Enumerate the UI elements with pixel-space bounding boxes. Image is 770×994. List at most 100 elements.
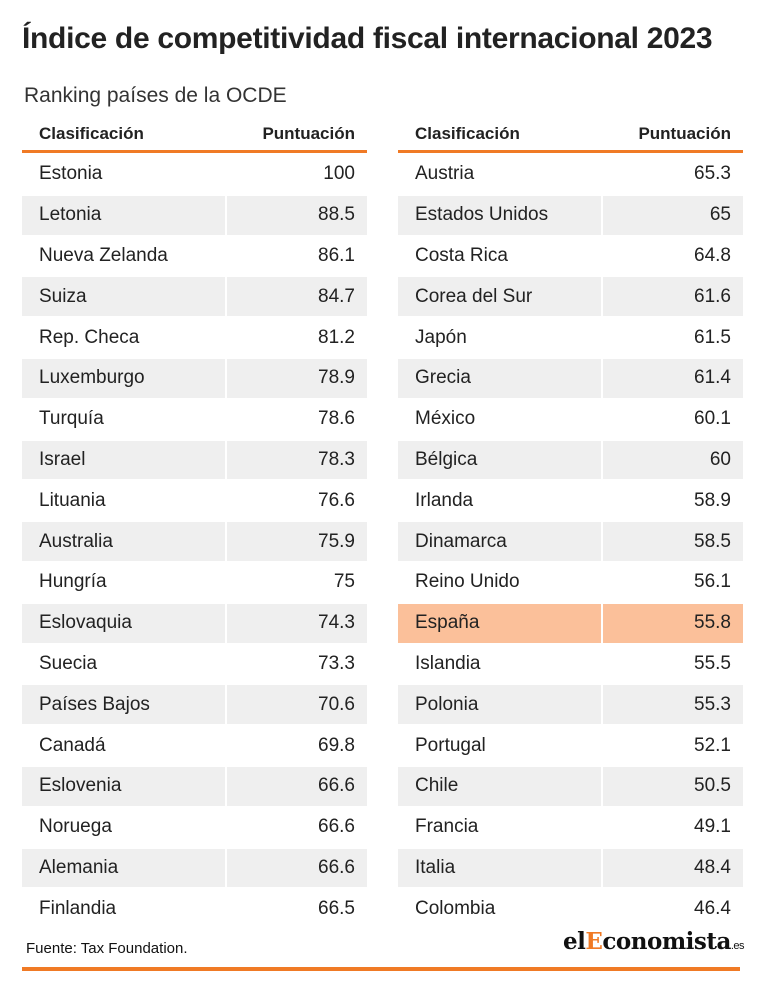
table-row: Países Bajos 70.6	[22, 685, 367, 725]
table-body: Estonia 100 Letonia 88.5 Nueva Zelanda 86.1 Su…	[22, 155, 367, 928]
table-row: Israel 78.3	[22, 440, 367, 480]
table-row: Bélgica 60	[398, 440, 743, 480]
country-cell: Chile	[398, 766, 601, 806]
table-row: Eslovaquia 74.3	[22, 603, 367, 643]
country-cell: Estonia	[39, 163, 103, 185]
score-cell: 50.5	[603, 766, 743, 806]
table-row: Hungría 75	[22, 563, 367, 602]
table-row: Australia 75.9	[22, 522, 367, 561]
source-note: Fuente: Tax Foundation.	[26, 940, 188, 957]
table-row: Reino Unido 56.1	[398, 563, 743, 602]
table-row: Eslovenia 66.6	[22, 766, 367, 806]
country-cell: Costa Rica	[415, 244, 508, 266]
logo-prefix: el	[563, 928, 586, 955]
score-cell: 55.3	[603, 685, 743, 725]
table-row: Lituania 76.6	[22, 481, 367, 520]
table-row: Portugal 52.1	[398, 726, 743, 765]
country-cell: Portugal	[415, 734, 486, 756]
country-cell: Países Bajos	[22, 685, 225, 725]
logo-main: conomista	[602, 928, 731, 955]
score-cell: 61.5	[694, 326, 731, 348]
table-row: Estonia 100	[22, 155, 367, 194]
logo-suffix: .es	[730, 940, 745, 952]
country-cell: Finlandia	[39, 897, 117, 919]
table-row: Irlanda 58.9	[398, 481, 743, 520]
column-header-score: Puntuación	[638, 123, 731, 143]
table-row: Italia 48.4	[398, 848, 743, 888]
table-row: Estados Unidos 65	[398, 195, 743, 235]
country-cell: Lituania	[39, 489, 106, 511]
table-row: Rep. Checa 81.2	[22, 318, 367, 357]
ranking-table-left: Clasificación Puntuación Estonia 100 Leton…	[22, 117, 367, 928]
country-cell: Luxemburgo	[22, 358, 225, 398]
country-cell: Eslovaquia	[22, 603, 225, 643]
table-row: Grecia 61.4	[398, 358, 743, 398]
column-header-classification: Clasificación	[415, 123, 520, 143]
country-cell: Hungría	[39, 571, 107, 593]
table-row: Costa Rica 64.8	[398, 237, 743, 276]
score-cell: 46.4	[694, 897, 731, 919]
country-cell: Bélgica	[398, 440, 601, 480]
table-row: Suiza 84.7	[22, 277, 367, 317]
country-cell: Turquía	[39, 408, 104, 430]
country-cell: Suecia	[39, 652, 98, 674]
score-cell: 60	[603, 440, 743, 480]
score-cell: 61.4	[603, 358, 743, 398]
table-row: Polonia 55.3	[398, 685, 743, 725]
table-row: Luxemburgo 78.9	[22, 358, 367, 398]
score-cell: 65.3	[694, 163, 731, 185]
score-cell: 58.9	[694, 489, 731, 511]
country-cell: Estados Unidos	[398, 195, 601, 235]
score-cell: 84.7	[227, 277, 367, 317]
score-cell: 64.8	[694, 244, 731, 266]
score-cell: 48.4	[603, 848, 743, 888]
country-cell: Italia	[398, 848, 601, 888]
score-cell: 52.1	[694, 734, 731, 756]
score-cell: 70.6	[227, 685, 367, 725]
country-cell: Canadá	[39, 734, 106, 756]
score-cell: 61.6	[603, 277, 743, 317]
table-row: México 60.1	[398, 400, 743, 439]
bottom-divider	[22, 967, 740, 971]
column-header-classification: Clasificación	[39, 123, 144, 143]
score-cell: 49.1	[694, 816, 731, 838]
score-cell: 66.6	[227, 766, 367, 806]
country-cell: Israel	[22, 440, 225, 480]
table-row: España 55.8	[398, 603, 743, 643]
score-cell: 55.5	[694, 652, 731, 674]
column-header-score: Puntuación	[262, 123, 355, 143]
country-cell: Colombia	[415, 897, 496, 919]
country-cell: Francia	[415, 816, 479, 838]
score-cell: 76.6	[318, 489, 355, 511]
country-cell: México	[415, 408, 476, 430]
table-row: Turquía 78.6	[22, 400, 367, 439]
country-cell: Polonia	[398, 685, 601, 725]
country-cell: Corea del Sur	[398, 277, 601, 317]
table-row: Corea del Sur 61.6	[398, 277, 743, 317]
page-subtitle: Ranking países de la OCDE	[24, 84, 287, 107]
score-cell: 78.3	[227, 440, 367, 480]
table-body: Austria 65.3 Estados Unidos 65 Costa Rica 64.…	[398, 155, 743, 928]
country-cell: Alemania	[22, 848, 225, 888]
table-row: Suecia 73.3	[22, 645, 367, 684]
table-row: Letonia 88.5	[22, 195, 367, 235]
country-cell: Japón	[415, 326, 467, 348]
table-row: Francia 49.1	[398, 808, 743, 847]
score-cell: 88.5	[227, 195, 367, 235]
score-cell: 78.6	[318, 408, 355, 430]
score-cell: 75	[333, 571, 355, 593]
country-cell: Noruega	[39, 816, 112, 838]
score-cell: 86.1	[318, 244, 355, 266]
logo-highlight-letter: E	[585, 928, 603, 955]
table-row: Islandia 55.5	[398, 645, 743, 684]
score-cell: 58.5	[603, 522, 743, 561]
table-row: Chile 50.5	[398, 766, 743, 806]
score-cell: 69.8	[318, 734, 355, 756]
score-cell: 74.3	[227, 603, 367, 643]
score-cell: 60.1	[694, 408, 731, 430]
table-row: Colombia 46.4	[398, 889, 743, 928]
table-header: Clasificación Puntuación	[398, 117, 743, 153]
table-row: Austria 65.3	[398, 155, 743, 194]
table-row: Nueva Zelanda 86.1	[22, 237, 367, 276]
score-cell: 81.2	[318, 326, 355, 348]
